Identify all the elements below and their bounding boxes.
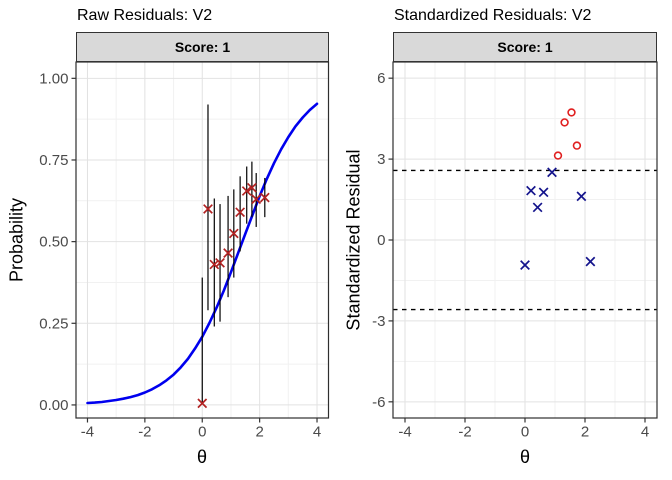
within-cutoff-marker xyxy=(585,256,596,267)
observed-proportions-marker xyxy=(228,228,239,239)
facet-strip: Score: 1 xyxy=(393,32,657,62)
x-axis-title: θ xyxy=(519,447,531,467)
x-tick-label: -2 xyxy=(458,424,471,441)
standardized-residuals-plot: -4 -2 0 2 4 -6 -3 0 3 6 xyxy=(372,61,658,441)
within-cutoff-marker xyxy=(532,202,543,213)
observed-proportions-marker xyxy=(235,207,246,218)
page-title: Standardized Residuals: V2 xyxy=(394,7,592,24)
x-tick-label: 4 xyxy=(313,424,321,441)
within-cutoff-marker xyxy=(547,167,557,178)
x-tick-label: -4 xyxy=(398,424,411,441)
y-tick-label: 0 xyxy=(377,232,385,249)
y-tick-label: 0.50 xyxy=(39,234,68,251)
raw-residuals-plot: -4 -2 0 2 4 0.00 0.25 0.50 0.75 1.00 xyxy=(39,61,330,441)
facet-strip: Score: 1 xyxy=(76,32,329,62)
y-tick-label: 6 xyxy=(377,70,385,87)
y-tick-label: -6 xyxy=(372,394,385,411)
x-tick-label: 2 xyxy=(581,424,589,441)
observed-proportions-marker xyxy=(251,194,262,205)
x-tick-label: 0 xyxy=(521,424,529,441)
observed-proportions-marker xyxy=(241,186,252,196)
x-tick-label: 2 xyxy=(255,424,263,441)
x-tick-label: -2 xyxy=(138,424,151,441)
y-axis-title: Standardized Residual xyxy=(343,149,364,331)
page-title: Raw Residuals: V2 xyxy=(77,7,213,24)
y-tick-label: -3 xyxy=(372,313,385,330)
raw-residuals-panel: -4 -2 0 2 4 0.00 0.25 0.50 0.75 1.00 Raw Residual… xyxy=(6,7,330,467)
observed-proportions-marker xyxy=(203,204,213,214)
x-axis-title: θ xyxy=(196,447,208,467)
x-tick-label: 0 xyxy=(198,424,206,441)
y-axis-title: Probability xyxy=(6,197,27,283)
beyond-cutoff-marker xyxy=(567,108,576,117)
observed-proportions-marker xyxy=(246,182,257,193)
observed-proportions-marker xyxy=(197,398,208,409)
observed-proportions-marker xyxy=(223,248,233,258)
beyond-cutoff-marker xyxy=(572,141,582,150)
observed-proportions-marker xyxy=(259,192,270,203)
y-tick-label: 3 xyxy=(377,151,385,168)
x-tick-label: -4 xyxy=(81,424,94,441)
beyond-cutoff-marker xyxy=(553,151,563,160)
y-tick-label: 0.75 xyxy=(39,152,68,169)
x-tick-label: 4 xyxy=(641,424,649,441)
facet-strip-label: Score: 1 xyxy=(174,39,231,55)
y-tick-label: 0.00 xyxy=(39,397,68,414)
within-cutoff-marker xyxy=(526,185,536,196)
y-tick-label: 0.25 xyxy=(39,315,68,332)
facet-strip-label: Score: 1 xyxy=(497,39,553,55)
beyond-cutoff-marker xyxy=(560,118,569,127)
within-cutoff-marker xyxy=(520,260,530,270)
standardized-residuals-panel: -4 -2 0 2 4 -6 -3 0 3 6 Standardized Residuals: V… xyxy=(336,0,672,480)
within-cutoff-marker xyxy=(576,191,587,202)
y-tick-label: 1.00 xyxy=(39,70,68,87)
observed-proportions-marker xyxy=(209,259,220,270)
observed-proportions-marker xyxy=(215,257,225,268)
within-cutoff-marker xyxy=(538,187,549,198)
